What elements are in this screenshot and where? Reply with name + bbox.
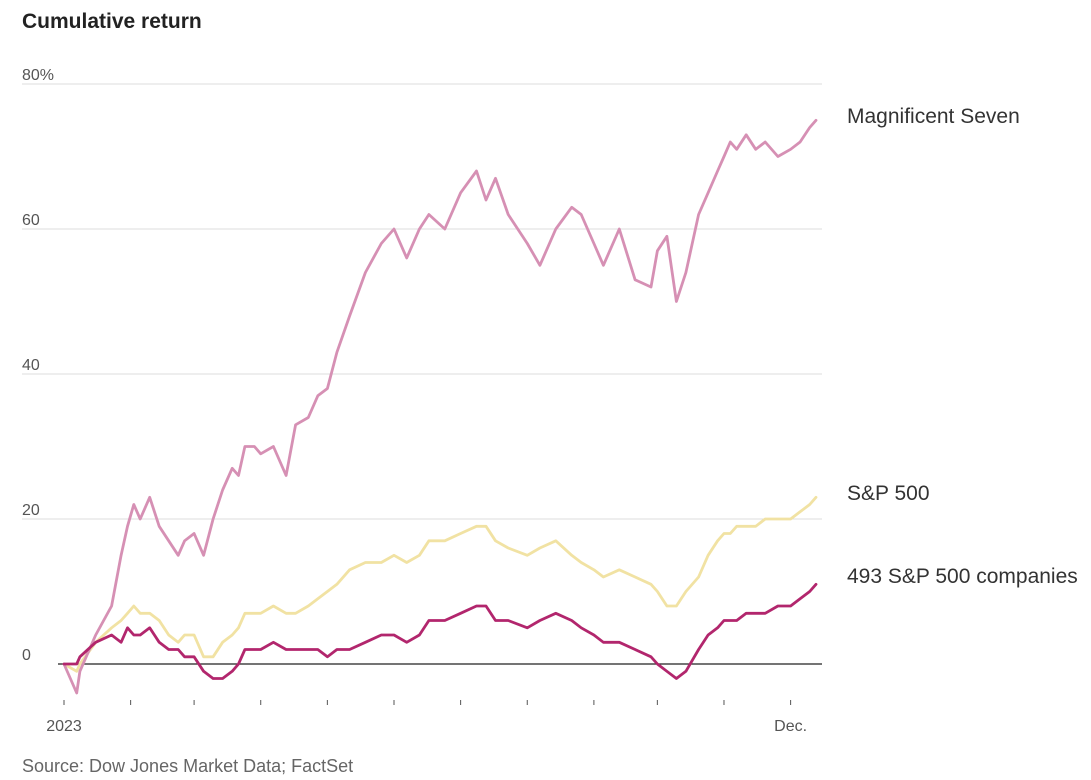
series-line-1 xyxy=(62,495,818,673)
series-label-0: Magnificent Seven xyxy=(847,105,1020,128)
source-note: Source: Dow Jones Market Data; FactSet xyxy=(22,756,354,776)
y-tick-label: 40 xyxy=(22,357,40,374)
gridlines xyxy=(22,83,822,665)
series-labels: Magnificent Seven S&P 500 493 S&P 500 comp… xyxy=(847,105,1078,588)
series-label-2: 493 S&P 500 companies xyxy=(847,565,1078,588)
y-tick-label: 20 xyxy=(22,502,40,519)
series-label-1: S&P 500 xyxy=(847,482,930,505)
series-line-2 xyxy=(62,582,818,680)
x-tick-label: Dec. xyxy=(774,718,807,735)
chart-title: Cumulative return xyxy=(22,10,202,33)
x-tick-label: 2023 xyxy=(46,718,82,735)
series-line-0 xyxy=(62,118,818,695)
y-tick-label: 60 xyxy=(22,212,40,229)
x-axis: 2023 Dec. xyxy=(46,700,807,735)
y-axis-ticks: 80% 60 40 20 0 xyxy=(22,67,54,664)
y-tick-label: 80% xyxy=(22,67,54,84)
y-tick-label: 0 xyxy=(22,647,31,664)
series-lines xyxy=(62,118,818,695)
